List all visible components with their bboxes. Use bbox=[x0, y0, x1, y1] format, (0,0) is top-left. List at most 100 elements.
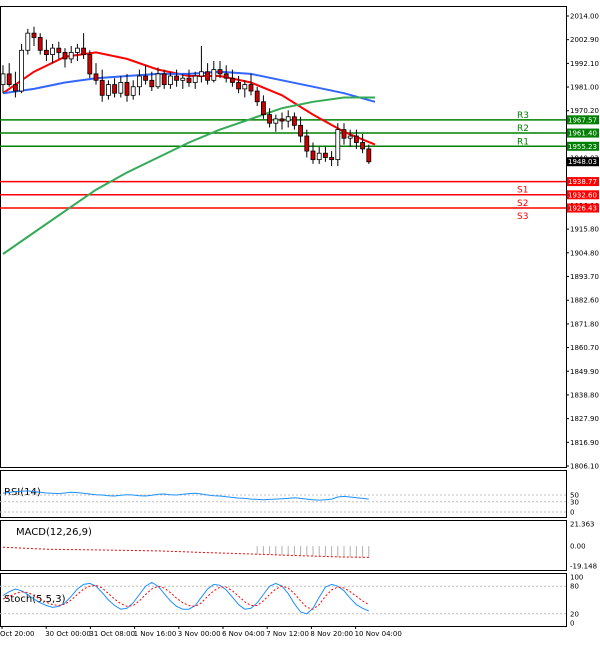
stoch-signal-line bbox=[2, 584, 370, 610]
rsi-panel-frame bbox=[0, 470, 567, 518]
candle-body bbox=[285, 116, 291, 122]
candle-body bbox=[81, 47, 86, 55]
candle-body bbox=[254, 90, 260, 103]
price-y-tick-label: 1904.80 bbox=[570, 249, 599, 257]
level-price-tag bbox=[567, 177, 599, 187]
level-label-r3: R3 bbox=[517, 111, 529, 121]
candle-body bbox=[167, 75, 173, 86]
candle-body bbox=[192, 75, 198, 83]
candle-body bbox=[242, 84, 248, 90]
level-label-s1: S1 bbox=[517, 186, 528, 196]
x-tick-label: Oct 20:00 bbox=[0, 630, 35, 638]
candle-body bbox=[130, 86, 136, 96]
candle-body bbox=[291, 116, 297, 126]
candle-body bbox=[136, 75, 142, 88]
candle-body bbox=[112, 84, 117, 94]
candle-body bbox=[316, 152, 322, 161]
candle-body bbox=[174, 75, 180, 81]
candle-body bbox=[6, 73, 12, 86]
level-price-tag bbox=[567, 128, 599, 138]
macd-panel-frame bbox=[0, 520, 567, 571]
candle-body bbox=[217, 69, 223, 75]
stoch-main-line bbox=[2, 581, 369, 615]
candle-body bbox=[149, 79, 155, 88]
x-tick-label: 6 Nov 04:00 bbox=[222, 630, 265, 638]
rsi-y-tick-label: 0 bbox=[570, 509, 574, 517]
x-tick-label: 3 Nov 00:00 bbox=[178, 630, 221, 638]
level-label-r2: R2 bbox=[517, 124, 529, 134]
candle-body bbox=[273, 118, 279, 124]
rsi-title: RSI(14) bbox=[4, 487, 41, 498]
price-y-tick-label: 1981.00 bbox=[570, 84, 599, 92]
candle-body bbox=[366, 148, 372, 163]
price-y-tick-label: 1882.60 bbox=[570, 297, 599, 305]
price-y-tick-label: 1849.90 bbox=[570, 368, 599, 376]
candle-body bbox=[322, 152, 328, 158]
stoch-y-tick-label: 100 bbox=[570, 574, 583, 582]
rsi-line bbox=[2, 490, 369, 501]
candle-body bbox=[68, 52, 74, 60]
candle-body bbox=[118, 82, 124, 94]
rsi-y-tick-label: 50 bbox=[570, 492, 579, 500]
stoch-y-tick-label: 80 bbox=[570, 583, 579, 591]
macd-title: MACD(12,26,9) bbox=[16, 527, 92, 538]
stoch-panel-frame bbox=[0, 573, 567, 627]
candle-body bbox=[124, 82, 130, 96]
candle-body bbox=[87, 54, 93, 75]
x-tick-label: 30 Oct 00:00 bbox=[45, 630, 91, 638]
level-price-label-s2: 1932.60 bbox=[568, 191, 597, 199]
price-y-tick-label: 1970.20 bbox=[570, 107, 599, 115]
candle-body bbox=[223, 73, 229, 79]
x-tick-label: 1 Nov 16:00 bbox=[134, 630, 177, 638]
price-y-tick-label: 1893.70 bbox=[570, 273, 599, 281]
candle-body bbox=[267, 114, 273, 124]
macd-y-tick-label: 0.00 bbox=[570, 543, 586, 551]
candle-body bbox=[236, 82, 242, 90]
price-y-tick-label: 1871.80 bbox=[570, 320, 599, 328]
candle-body bbox=[12, 84, 18, 92]
candle-body bbox=[229, 77, 235, 83]
price-y-tick-label: 1827.90 bbox=[570, 415, 599, 423]
candle-body bbox=[211, 69, 217, 81]
moving-average-line-3 bbox=[2, 96, 375, 255]
level-label-r1: R1 bbox=[517, 137, 529, 147]
price-y-tick-label: 1816.90 bbox=[570, 439, 599, 447]
level-label-s3: S3 bbox=[517, 212, 528, 222]
candle-body bbox=[37, 37, 43, 51]
candle-body bbox=[143, 75, 149, 81]
x-tick-label: 8 Nov 20:00 bbox=[310, 630, 353, 638]
candle-body bbox=[56, 47, 62, 53]
price-panel-frame bbox=[0, 6, 567, 468]
candle-body bbox=[50, 47, 55, 55]
price-y-tick-label: 1860.70 bbox=[570, 344, 599, 352]
level-price-label-r2: 1961.40 bbox=[568, 130, 597, 138]
level-price-tag bbox=[567, 141, 599, 151]
current-price-label: 1948.03 bbox=[568, 158, 597, 166]
stoch-y-tick-label: 20 bbox=[570, 610, 579, 618]
level-price-label-r3: 1967.57 bbox=[568, 116, 597, 124]
price-y-tick-label: 1838.80 bbox=[570, 391, 599, 399]
level-price-label-s3: 1926.43 bbox=[568, 205, 597, 213]
price-y-tick-label: 1915.80 bbox=[570, 226, 599, 234]
candle-body bbox=[279, 118, 285, 122]
candle-body bbox=[310, 150, 316, 161]
level-price-tag bbox=[567, 203, 599, 213]
level-label-s2: S2 bbox=[517, 199, 528, 209]
candle-body bbox=[360, 142, 366, 150]
x-tick-label: 7 Nov 12:00 bbox=[266, 630, 309, 638]
macd-y-tick-label: 21.363 bbox=[570, 521, 595, 529]
candle-body bbox=[0, 73, 6, 86]
price-y-tick-label: 1992.10 bbox=[570, 60, 599, 68]
price-y-tick-label: 1806.10 bbox=[570, 463, 599, 471]
candle-body bbox=[31, 32, 37, 38]
candle-body bbox=[25, 32, 31, 51]
candle-body bbox=[161, 73, 167, 86]
candle-body bbox=[155, 73, 161, 88]
candle-body bbox=[335, 129, 341, 161]
candle-body bbox=[347, 135, 353, 139]
level-price-label-s1: 1938.77 bbox=[568, 178, 597, 186]
price-y-tick-label: 2014.00 bbox=[570, 13, 599, 21]
candle-body bbox=[304, 135, 310, 152]
